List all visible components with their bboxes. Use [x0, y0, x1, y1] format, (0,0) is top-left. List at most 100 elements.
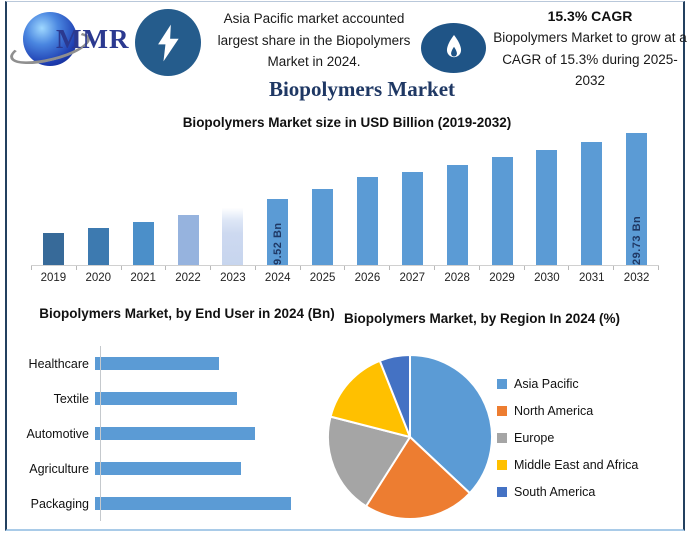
bar-column — [345, 177, 390, 265]
bar-column — [435, 165, 480, 265]
axis-tick — [120, 266, 122, 270]
cagr-block: 15.3% CAGR Biopolymers Market to grow at… — [489, 8, 691, 92]
bar — [222, 208, 244, 265]
bar-column — [31, 233, 76, 265]
legend-item: North America — [497, 397, 638, 424]
pie-chart — [327, 354, 493, 520]
bar — [132, 222, 154, 265]
end-user-row: Textile — [25, 381, 337, 416]
legend-item: Europe — [497, 424, 638, 451]
region-chart-title: Biopolymers Market, by Region In 2024 (%… — [343, 311, 621, 326]
market-size-chart-title: Biopolymers Market size in USD Billion (… — [182, 115, 512, 130]
bar — [356, 177, 378, 265]
category-label: Automotive — [26, 426, 89, 441]
globe-icon — [23, 12, 77, 66]
bar-column — [76, 228, 121, 265]
x-axis-label: 2029 — [489, 272, 515, 284]
bar: 29.73 Bn — [626, 133, 648, 265]
y-axis-line — [100, 346, 101, 521]
end-user-chart-title: Biopolymers Market, by End User in 2024 … — [39, 306, 335, 321]
x-axis-label: 2026 — [354, 272, 381, 284]
end-user-row: Healthcare — [25, 346, 337, 381]
axis-tick — [434, 266, 436, 270]
hbar — [95, 427, 255, 440]
bar: 9.52 Bn — [267, 199, 289, 265]
bar-column — [166, 215, 211, 265]
end-user-chart: Healthcare Textile Automotive Agriculture Pa… — [25, 346, 337, 521]
x-axis-label: 2032 — [623, 272, 650, 284]
axis-tick — [613, 266, 615, 270]
bar — [42, 233, 64, 265]
x-axis-label: 2019 — [40, 272, 67, 284]
x-axis-label: 2020 — [85, 272, 112, 284]
page-title: Biopolymers Market — [268, 77, 456, 101]
x-axis-label: 2025 — [309, 272, 336, 284]
bar-column — [300, 189, 345, 265]
legend-swatch — [497, 432, 507, 443]
lightning-icon — [158, 24, 179, 61]
legend-item: Middle East and Africa — [497, 451, 638, 478]
bar-value-label: 29.73 Bn — [630, 215, 643, 265]
pie-slice — [378, 354, 411, 438]
legend-swatch — [497, 378, 507, 389]
axis-tick — [389, 266, 391, 270]
legend-label: Europe — [514, 430, 555, 445]
axis-tick — [165, 266, 167, 270]
end-user-row: Automotive — [25, 416, 337, 451]
pie-legend: Asia Pacific North America Europe Middle Ea… — [497, 370, 638, 505]
bar — [401, 172, 423, 265]
category-label: Textile — [53, 391, 89, 406]
x-axis-label: 2024 — [264, 272, 291, 284]
bar — [536, 150, 558, 265]
bar-column — [121, 222, 166, 265]
legend-label: South America — [514, 484, 596, 499]
legend-swatch — [497, 405, 507, 416]
bar-column — [569, 142, 614, 265]
logo-text: MMR — [56, 24, 130, 54]
legend-label: Asia Pacific — [514, 376, 579, 391]
x-axis-label: 2028 — [444, 272, 470, 284]
hbar — [95, 462, 241, 475]
axis-tick — [344, 266, 346, 270]
pie-slice — [365, 436, 471, 520]
axis-tick — [31, 266, 32, 270]
axis-tick — [254, 266, 256, 270]
x-axis-label: 2031 — [578, 272, 605, 284]
bar-column: 29.73 Bn — [614, 133, 659, 265]
bar-column — [524, 150, 569, 265]
market-size-chart: 9.52 Bn 29.73 Bn 2019 2020 2021 2022 2023 2024… — [31, 124, 659, 284]
x-axis-label: 2023 — [220, 272, 246, 284]
end-user-row: Packaging — [25, 486, 337, 521]
axis-tick — [299, 266, 301, 270]
x-axis-label: 2030 — [534, 272, 560, 284]
hbar — [95, 392, 237, 405]
infographic-frame: MMR Asia Pacific market accounted larges… — [5, 1, 687, 531]
bar-column — [390, 172, 435, 265]
legend-label: North America — [514, 403, 594, 418]
flame-icon — [446, 35, 461, 58]
lightning-badge — [135, 9, 201, 76]
end-user-row: Agriculture — [25, 451, 337, 486]
legend-swatch — [497, 486, 507, 497]
bar-column — [210, 208, 255, 265]
x-axis-label: 2022 — [175, 272, 201, 284]
x-axis-labels: 2019 2020 2021 2022 2023 2024 2025 2026 2027 2028… — [31, 272, 659, 284]
bar — [177, 215, 199, 265]
axis-tick — [523, 266, 525, 270]
bar — [581, 142, 603, 265]
bar — [491, 157, 513, 265]
axis-tick — [75, 266, 77, 270]
bar — [312, 189, 334, 265]
axis-tick — [210, 266, 212, 270]
x-axis-label: 2027 — [399, 272, 426, 284]
bar-column — [480, 157, 525, 265]
axis-tick — [657, 266, 659, 270]
legend-item: Asia Pacific — [497, 370, 638, 397]
x-axis-ticks — [31, 266, 659, 270]
cagr-text: Biopolymers Market to grow at a CAGR of … — [493, 30, 687, 88]
flame-badge — [421, 23, 486, 73]
pie-slice — [409, 354, 493, 495]
cagr-title: 15.3% CAGR — [547, 8, 633, 24]
pie-slice — [329, 359, 411, 438]
axis-tick — [478, 266, 480, 270]
